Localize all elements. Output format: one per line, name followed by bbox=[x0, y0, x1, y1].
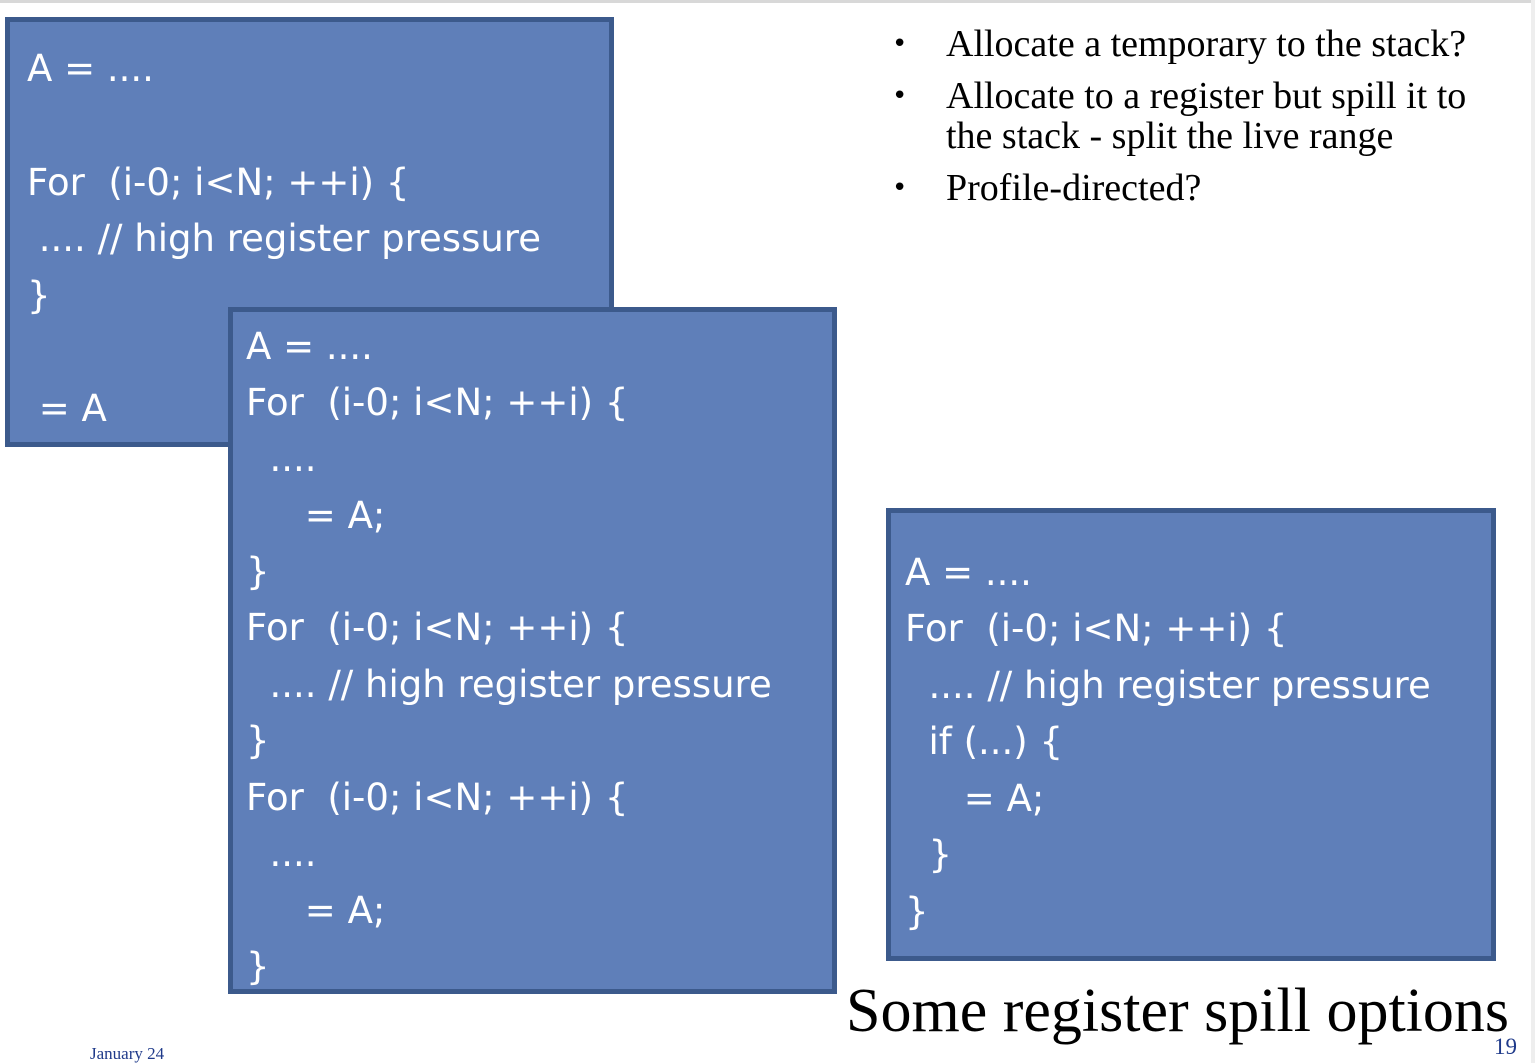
code-line: .... bbox=[246, 832, 317, 875]
code-line: .... bbox=[246, 437, 317, 480]
code-line: .... // high register pressure bbox=[27, 217, 541, 260]
code-box-conditional-use: A = .... For (i-0; i<N; ++i) { .... // h… bbox=[886, 508, 1496, 961]
code-line: For (i-0; i<N; ++i) { bbox=[27, 161, 410, 204]
top-rule bbox=[0, 0, 1535, 3]
bullet-dot-icon: • bbox=[892, 173, 908, 203]
bullet-item: • Allocate a temporary to the stack? bbox=[892, 24, 1492, 64]
code-line: For (i-0; i<N; ++i) { bbox=[246, 606, 629, 649]
code-line: .... // high register pressure bbox=[246, 663, 772, 706]
bullet-text: Allocate to a register but spill it to t… bbox=[946, 75, 1467, 157]
code-line: A = .... bbox=[246, 325, 373, 368]
code-line: } bbox=[246, 719, 270, 762]
code-line: = A; bbox=[246, 889, 386, 932]
code-line: For (i-0; i<N; ++i) { bbox=[905, 607, 1288, 650]
code-line: if (...) { bbox=[905, 720, 1064, 763]
code-line: A = .... bbox=[905, 551, 1032, 594]
code-box-split-loops: A = .... For (i-0; i<N; ++i) { .... = A;… bbox=[228, 307, 837, 994]
code-line: = A bbox=[27, 387, 107, 430]
code-line: } bbox=[246, 945, 270, 988]
slide-title: Some register spill options bbox=[846, 977, 1510, 1045]
right-edge-rule bbox=[1531, 0, 1535, 1063]
code-line: } bbox=[27, 274, 51, 317]
code-line: For (i-0; i<N; ++i) { bbox=[246, 776, 629, 819]
code-line: } bbox=[905, 890, 929, 933]
bullet-item: • Allocate to a register but spill it to… bbox=[892, 76, 1492, 156]
code-line: = A; bbox=[246, 494, 386, 537]
bullet-dot-icon: • bbox=[892, 29, 908, 59]
footer-date: January 24 bbox=[90, 1044, 165, 1063]
code-line: } bbox=[905, 833, 953, 876]
bullet-list: • Allocate a temporary to the stack? • A… bbox=[892, 24, 1492, 220]
bullet-item: • Profile-directed? bbox=[892, 168, 1492, 208]
code-line: } bbox=[246, 550, 270, 593]
bullet-dot-icon: • bbox=[892, 81, 908, 111]
code-line: For (i-0; i<N; ++i) { bbox=[246, 381, 629, 424]
bullet-text: Profile-directed? bbox=[946, 167, 1202, 209]
code-line: = A; bbox=[905, 777, 1045, 820]
code-line: .... // high register pressure bbox=[905, 664, 1431, 707]
code-line: A = .... bbox=[27, 47, 154, 90]
bullet-text: Allocate a temporary to the stack? bbox=[946, 23, 1467, 65]
page-number: 19 bbox=[1494, 1034, 1517, 1059]
